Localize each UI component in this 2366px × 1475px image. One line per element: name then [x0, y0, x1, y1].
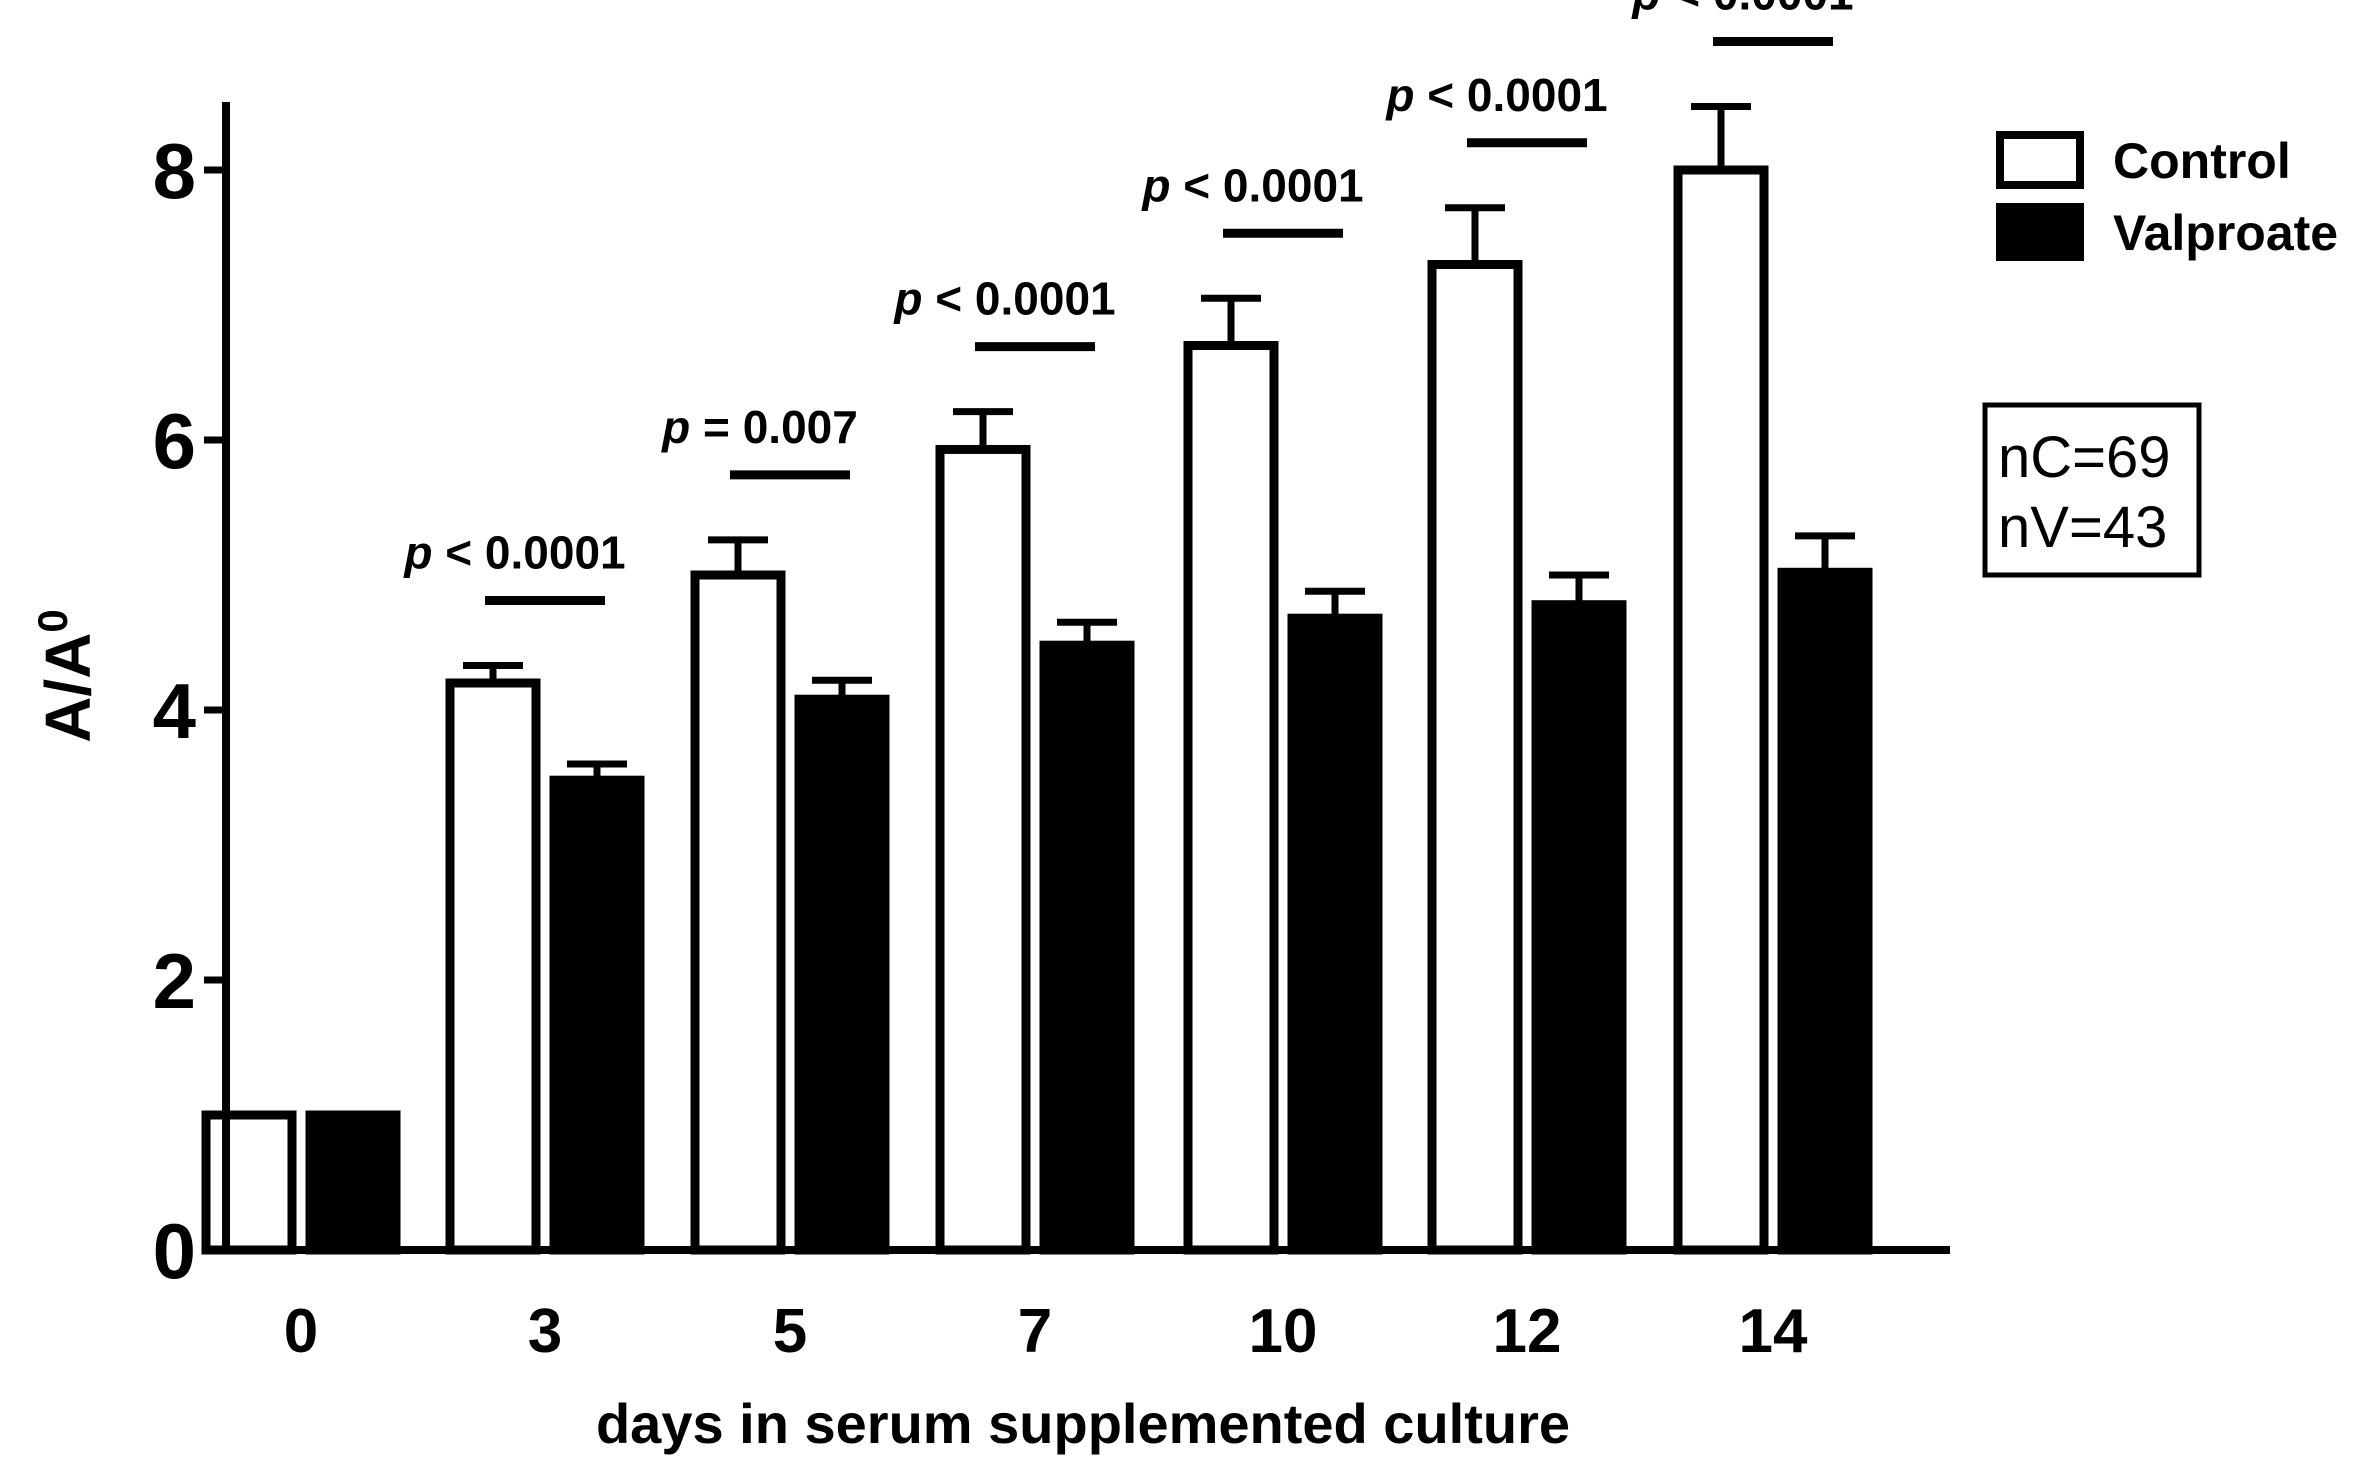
p-value-symbol: p: [892, 273, 922, 325]
legend-label-control: Control: [2113, 133, 2291, 189]
x-tick-label-day-5: 5: [773, 1297, 807, 1366]
legend-swatch-control: [1996, 131, 2084, 189]
sample-size-box: nC=69 nV=43: [1982, 402, 2202, 578]
x-tick-labels: 0 3 5 7 10 12 14: [284, 1297, 1808, 1366]
sample-size-valproate: nV=43: [1998, 495, 2167, 560]
p-value-label-day-14: p < 0.0001: [1630, 0, 1853, 20]
p-value-symbol: p: [1384, 69, 1414, 121]
bar-valproate-day-12: [1531, 600, 1627, 1255]
x-tick-label-day-7: 7: [1018, 1297, 1052, 1366]
bar-control-day-12: [1427, 260, 1523, 1255]
bar-control-day-0: [201, 1110, 297, 1255]
bar-valproate-day-0: [305, 1110, 401, 1255]
p-value-symbol: p: [402, 526, 432, 578]
p-value-text: < 0.0001: [1660, 0, 1853, 20]
x-tick-label-day-10: 10: [1249, 1297, 1318, 1366]
y-tick-label-8: 8: [153, 127, 196, 215]
y-tick-label-6: 6: [153, 397, 196, 485]
p-value-text: < 0.0001: [1170, 159, 1363, 211]
y-tick-label-4: 4: [153, 667, 196, 755]
p-value-label-day-12: p < 0.0001: [1384, 69, 1607, 121]
bar-valproate-day-3: [549, 775, 645, 1255]
p-value-text: < 0.0001: [1414, 69, 1607, 121]
p-value-symbol: p: [660, 401, 690, 453]
p-value-label-day-7: p < 0.0001: [892, 273, 1115, 325]
legend-swatch-valproate: [1996, 203, 2084, 261]
p-value-symbol: p: [1140, 159, 1170, 211]
y-ticks: 0 2 4 6 8: [153, 127, 226, 1295]
bar-valproate-day-7: [1039, 640, 1135, 1255]
p-value-text: < 0.0001: [922, 273, 1115, 325]
y-axis-title-superscript: 0: [29, 609, 76, 632]
y-axis-title-main: A/A: [32, 633, 104, 743]
legend-label-valproate: Valproate: [2113, 205, 2338, 261]
x-tick-label-day-12: 12: [1493, 1297, 1562, 1366]
y-axis-title: A/A0: [29, 609, 105, 743]
y-tick-label-2: 2: [153, 937, 196, 1025]
bar-control-day-3: [445, 678, 541, 1255]
axes-layer: [222, 102, 1950, 1254]
p-value-text: = 0.007: [690, 401, 858, 453]
bars-layer: [201, 103, 1873, 1255]
y-tick-label-0: 0: [153, 1207, 196, 1295]
bar-control-day-7: [935, 444, 1031, 1255]
bar-valproate-day-5: [794, 694, 890, 1255]
sample-size-frame: [1982, 402, 2202, 578]
bar-control-day-5: [690, 570, 786, 1255]
x-tick-label-day-0: 0: [284, 1297, 318, 1366]
x-axis-title: days in serum supplemented culture: [596, 1392, 1570, 1455]
p-value-label-day-10: p < 0.0001: [1140, 159, 1363, 211]
p-value-label-day-5: p = 0.007: [660, 401, 858, 453]
bar-valproate-day-10: [1287, 613, 1383, 1255]
x-tick-label-day-14: 14: [1739, 1297, 1808, 1366]
bar-control-day-10: [1183, 341, 1279, 1255]
p-value-label-day-3: p < 0.0001: [402, 526, 625, 578]
sample-size-control: nC=69: [1998, 425, 2171, 490]
x-tick-label-day-3: 3: [528, 1297, 562, 1366]
p-value-text: < 0.0001: [432, 526, 625, 578]
bar-valproate-day-14: [1777, 567, 1873, 1255]
p-value-symbol: p: [1630, 0, 1660, 20]
legend: Control Valproate: [1996, 131, 2338, 261]
bar-control-day-14: [1673, 165, 1769, 1255]
